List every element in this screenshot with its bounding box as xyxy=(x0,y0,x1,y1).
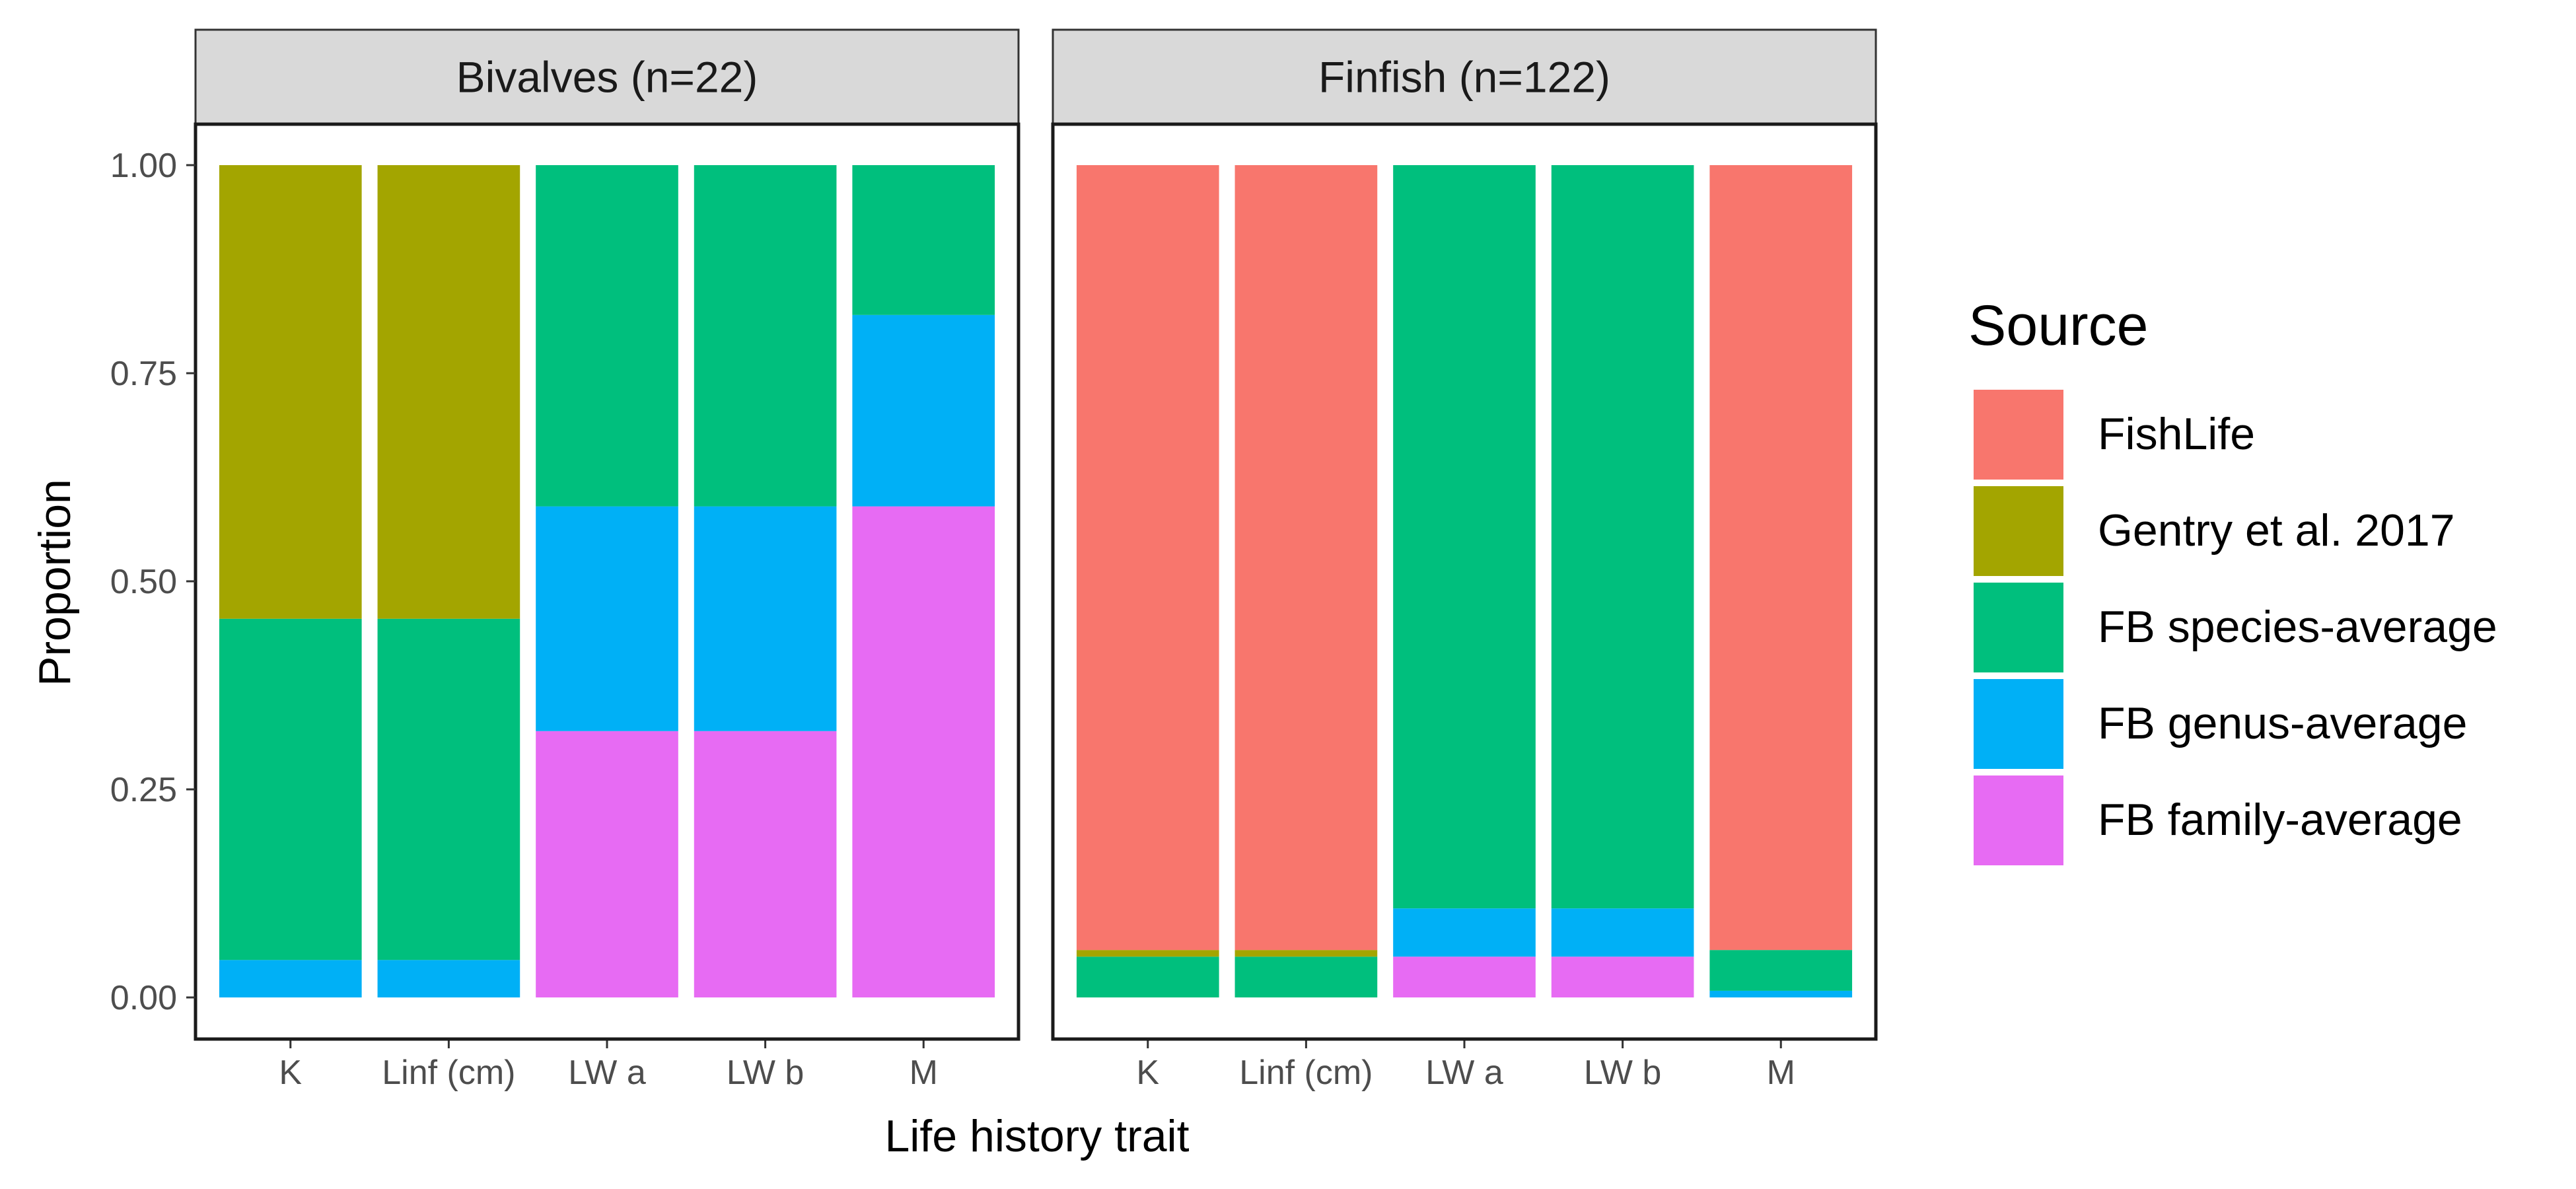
x-tick-label: K xyxy=(1136,1054,1159,1092)
bar-segment xyxy=(1393,908,1536,957)
bar-segment xyxy=(1709,950,1853,991)
bar-segment xyxy=(1551,956,1694,997)
bar-segment xyxy=(694,165,837,507)
y-tick-label: 0.75 xyxy=(110,355,177,393)
legend-label: Gentry et al. 2017 xyxy=(2098,505,2455,556)
facet-panels: Bivalves (n=22)K Linf (cm) LW a LW b MFinfis… xyxy=(194,28,1878,1092)
bar-segment xyxy=(1234,165,1378,951)
y-tick-label: 0.50 xyxy=(110,563,177,601)
x-tick-label: M xyxy=(1767,1054,1795,1092)
y-axis-label: Proportion xyxy=(30,479,80,686)
x-tick-label: LW a xyxy=(568,1054,646,1092)
bar-segment xyxy=(219,618,362,960)
bar-segment xyxy=(1709,990,1853,997)
facet-title: Bivalves (n=22) xyxy=(456,53,758,102)
bar-segment xyxy=(694,731,837,997)
bar-segment xyxy=(1234,956,1378,997)
legend-label: FB genus-average xyxy=(2098,698,2467,748)
panel-1: Finfish (n=122) K Linf (cm) LW a LW b M xyxy=(1051,28,1878,1092)
x-tick-label: Linf (cm) xyxy=(382,1054,515,1092)
bar-segment xyxy=(1393,956,1536,997)
x-tick-label: Linf (cm) xyxy=(1239,1054,1373,1092)
legend-key xyxy=(1974,486,2063,576)
x-axis-label: Life history trait xyxy=(884,1111,1189,1161)
bar-segment xyxy=(852,314,995,507)
legend-key xyxy=(1974,679,2063,769)
x-tick-label: LW a xyxy=(1425,1054,1503,1092)
y-tick-label: 1.00 xyxy=(110,147,177,185)
x-tick-label: M xyxy=(910,1054,938,1092)
bar-segment xyxy=(1551,908,1694,957)
bar-segment xyxy=(536,506,678,731)
bar-segment xyxy=(694,506,837,731)
bar-segment xyxy=(1393,165,1536,909)
panel-0: Bivalves (n=22) K Linf (cm) LW a LW b M xyxy=(194,28,1020,1092)
bar-segment xyxy=(536,165,678,507)
bar-segment xyxy=(219,165,362,619)
facet-strip xyxy=(194,28,1020,126)
facet-strip xyxy=(1052,28,1877,126)
legend-title: Source xyxy=(1968,294,2149,357)
bar-segment xyxy=(377,618,520,960)
bar-segment xyxy=(1076,956,1219,997)
facet-title: Finfish (n=122) xyxy=(1318,53,1610,102)
legend-label: FishLife xyxy=(2098,409,2255,459)
y-tick-label: 0.25 xyxy=(110,771,177,809)
legend-label: FB family-average xyxy=(2098,795,2462,845)
bar-segment xyxy=(852,165,995,315)
y-axis: 0.00 0.25 0.50 0.75 1.00 xyxy=(110,147,196,1017)
legend-key xyxy=(1974,775,2063,865)
bar-segment xyxy=(1551,165,1694,909)
bar-segment xyxy=(219,960,362,997)
panel-border xyxy=(1051,122,1878,1041)
bar-segment xyxy=(536,731,678,997)
x-tick-label: LW b xyxy=(727,1054,805,1092)
bar-segment xyxy=(377,960,520,997)
y-tick-label: 0.00 xyxy=(110,979,177,1017)
bar-segment xyxy=(1076,950,1219,957)
legend-key xyxy=(1974,390,2063,480)
x-tick-label: LW b xyxy=(1584,1054,1662,1092)
legend-items: FishLife Gentry et al. 2017 FB species-ave… xyxy=(1974,390,2497,865)
bar-segment xyxy=(1709,165,1853,951)
bar-segment xyxy=(377,165,520,619)
bar-segment xyxy=(852,506,995,997)
legend-key xyxy=(1974,583,2063,672)
legend-label: FB species-average xyxy=(2098,602,2497,652)
bar-segment xyxy=(1234,950,1378,957)
x-tick-label: K xyxy=(279,1054,302,1092)
bar-segment xyxy=(1076,165,1219,951)
legend: Source FishLife Gentry et al. 2017 FB spec… xyxy=(1968,294,2497,865)
